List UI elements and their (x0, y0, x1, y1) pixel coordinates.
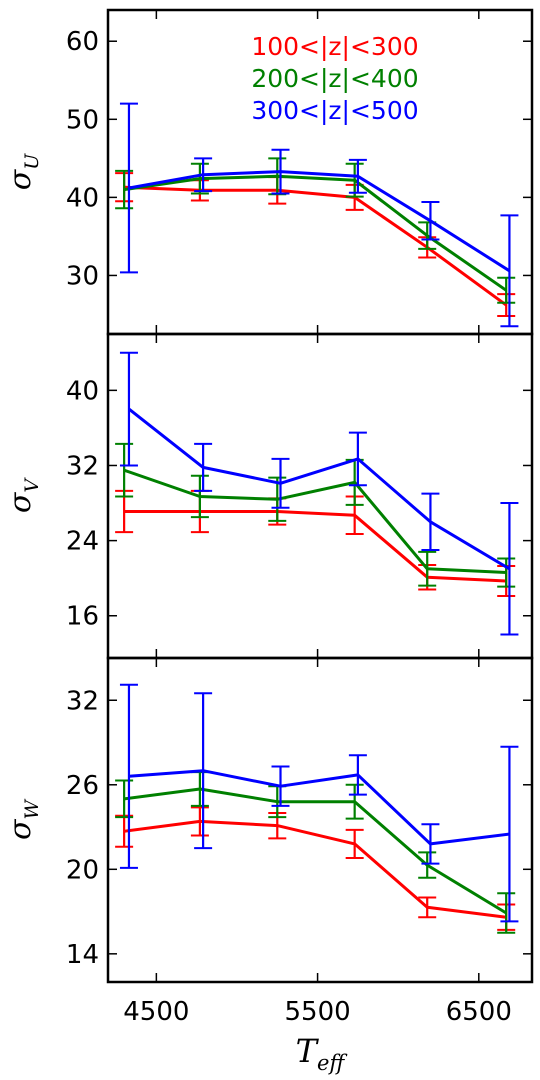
ytick-label: 30 (66, 261, 99, 291)
series-100<|z|<300 (115, 806, 516, 931)
series-line (123, 819, 507, 919)
ylabel-symbol: σ (3, 168, 38, 190)
panel-1-frame (106, 332, 534, 660)
xlabel: Teff (296, 1032, 348, 1075)
series-line (123, 174, 508, 292)
series-200<|z|<400 (115, 771, 516, 934)
ylabel-0: σU (3, 153, 43, 190)
legend-entry: 300<|z|<500 (251, 96, 418, 125)
series-100<|z|<300 (115, 489, 516, 598)
ytick-label: 40 (66, 183, 99, 213)
series-100<|z|<300 (115, 172, 516, 318)
series-line (128, 407, 511, 571)
ylabel-1: σV (3, 477, 43, 513)
ylabel-2: σW (3, 799, 43, 840)
xlabel-symbol: T (296, 1032, 320, 1070)
ytick-label: 16 (66, 602, 99, 632)
panel-2-frame (106, 656, 534, 984)
series-line (128, 769, 510, 846)
panel-0: 30 40 50 60 σU (3, 8, 534, 336)
legend: 100<|z|<300 200<|z|<400 300<|z|<500 (251, 32, 418, 125)
legend-entry: 200<|z|<400 (251, 64, 418, 93)
ylabel-subscript: U (21, 153, 43, 170)
series-300<|z|<500 (119, 351, 519, 636)
ytick-label: 32 (66, 451, 99, 481)
series-300<|z|<500 (119, 102, 519, 328)
ylabel-symbol: σ (3, 491, 38, 513)
xlabel-subscript: eff (317, 1051, 347, 1075)
ylabel-symbol: σ (3, 818, 38, 840)
ylabel-subscript: W (21, 799, 43, 820)
panel-1: 16 24 32 40 σV (3, 332, 534, 660)
ylabel-subscript: V (21, 477, 43, 493)
series-line (124, 510, 507, 583)
series-line (123, 787, 507, 915)
ytick-label: 24 (66, 527, 99, 557)
ytick-label: 20 (66, 855, 99, 885)
ytick-label: 50 (66, 105, 99, 135)
ytick-label: 32 (66, 686, 99, 716)
ytick-label: 40 (66, 376, 99, 406)
xtick-label: 4500 (123, 997, 189, 1027)
series-line (128, 170, 511, 273)
ytick-label: 14 (66, 940, 99, 970)
legend-entry: 100<|z|<300 (251, 32, 418, 61)
xtick-label: 5500 (284, 997, 350, 1027)
series-200<|z|<400 (115, 157, 516, 304)
panel-2: 14 20 26 32 σW (3, 656, 534, 984)
ytick-label: 60 (66, 27, 99, 57)
series-line (124, 185, 508, 307)
series-200<|z|<400 (115, 442, 516, 588)
series-line (123, 468, 507, 574)
ytick-label: 26 (66, 771, 99, 801)
xtick-label: 6500 (446, 997, 512, 1027)
series-300<|z|<500 (119, 683, 519, 923)
